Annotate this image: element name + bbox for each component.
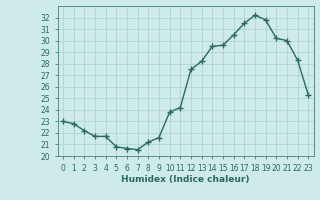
X-axis label: Humidex (Indice chaleur): Humidex (Indice chaleur) xyxy=(121,175,250,184)
